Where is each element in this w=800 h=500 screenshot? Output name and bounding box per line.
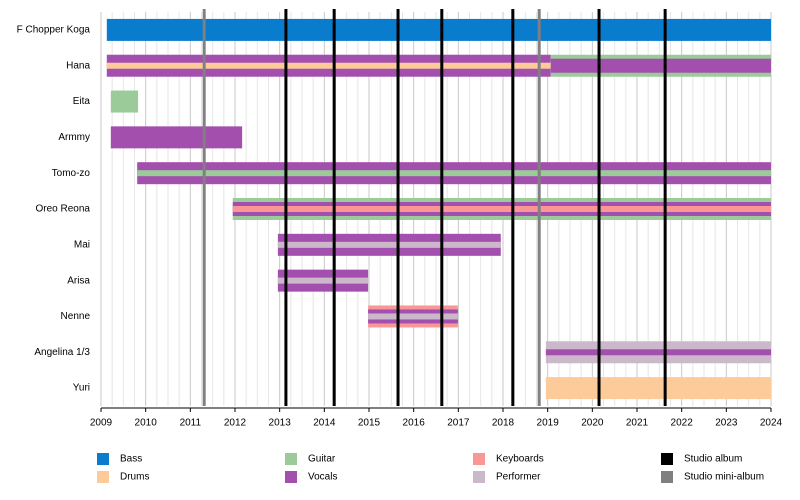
x-tick-label: 2016: [403, 418, 426, 429]
legend-swatch: [97, 453, 109, 465]
member-bar: [545, 349, 771, 356]
member-bar: [277, 277, 369, 284]
member-label: Tomo-zo: [52, 168, 91, 179]
x-tick-label: 2014: [313, 418, 336, 429]
member-label: Mai: [74, 239, 90, 250]
member-bar: [137, 170, 771, 177]
x-tick-label: 2023: [715, 418, 738, 429]
member-bar: [277, 241, 501, 248]
x-tick-label: 2024: [760, 418, 783, 429]
member-label: Eita: [73, 96, 91, 107]
x-tick-label: 2012: [224, 418, 247, 429]
legend-label: Studio album: [684, 454, 742, 465]
member-bar: [106, 62, 551, 69]
x-tick-label: 2019: [537, 418, 560, 429]
legend-label: Keyboards: [496, 454, 544, 465]
member-label: F Chopper Koga: [17, 25, 91, 36]
x-tick-label: 2013: [269, 418, 292, 429]
member-label: Arisa: [67, 275, 90, 286]
legend-label: Performer: [496, 472, 541, 483]
member-label: Hana: [66, 60, 90, 71]
legend-swatch: [661, 453, 673, 465]
x-tick-label: 2020: [581, 418, 604, 429]
x-tick-label: 2018: [492, 418, 515, 429]
legend-label: Bass: [120, 454, 142, 465]
member-bar: [106, 18, 772, 41]
legend-swatch: [285, 453, 297, 465]
member-bar: [550, 58, 771, 73]
legend-swatch: [661, 471, 673, 483]
member-label: Nenne: [61, 311, 91, 322]
x-tick-label: 2015: [358, 418, 381, 429]
member-bar: [368, 313, 458, 320]
x-tick-label: 2010: [135, 418, 158, 429]
x-tick-label: 2021: [626, 418, 649, 429]
legend-swatch: [285, 471, 297, 483]
member-bar: [110, 90, 139, 113]
legend-label: Guitar: [308, 454, 336, 465]
x-tick-label: 2017: [447, 418, 470, 429]
legend-label: Vocals: [308, 472, 337, 483]
member-label: Oreo Reona: [36, 204, 91, 215]
legend-label: Drums: [120, 472, 149, 483]
member-label: Armmy: [58, 132, 90, 143]
member-bar: [110, 126, 243, 149]
legend-swatch: [473, 453, 485, 465]
member-label: Yuri: [73, 383, 90, 394]
legend-swatch: [97, 471, 109, 483]
legend-swatch: [473, 471, 485, 483]
member-bar: [232, 206, 771, 212]
x-tick-label: 2011: [180, 418, 202, 429]
legend-label: Studio mini-album: [684, 472, 764, 483]
x-tick-label: 2009: [90, 418, 113, 429]
member-bar: [545, 377, 771, 400]
member-label: Angelina 1/3: [34, 347, 90, 358]
x-tick-label: 2022: [671, 418, 694, 429]
